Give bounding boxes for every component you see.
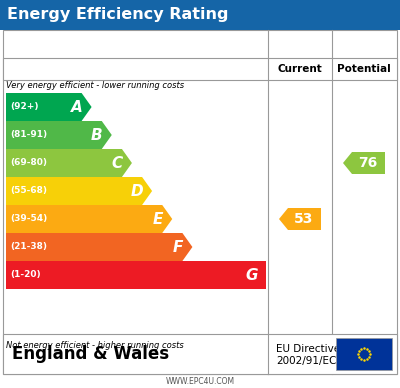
Polygon shape [6,261,266,289]
Text: Energy Efficiency Rating: Energy Efficiency Rating [7,7,228,23]
Text: 2002/91/EC: 2002/91/EC [276,356,336,366]
Polygon shape [6,233,192,261]
Text: Current: Current [278,64,322,74]
Polygon shape [6,121,112,149]
Text: (21-38): (21-38) [10,242,47,251]
Bar [3,334,397,374]
Bar [0,0,400,30]
Text: D: D [130,184,143,199]
Bar [3,30,397,374]
Bar [3,58,397,80]
Text: EU Directive: EU Directive [276,344,340,354]
Text: (55-68): (55-68) [10,187,47,196]
Text: B: B [91,128,103,142]
Text: A: A [71,99,82,114]
Text: WWW.EPC4U.COM: WWW.EPC4U.COM [166,376,234,386]
Polygon shape [6,177,152,205]
Text: (69-80): (69-80) [10,159,47,168]
Polygon shape [6,149,132,177]
Text: (1-20): (1-20) [10,270,41,279]
Text: E: E [153,211,163,227]
Text: C: C [112,156,123,170]
Polygon shape [343,152,385,174]
Text: (39-54): (39-54) [10,215,47,223]
Text: F: F [173,239,183,255]
Text: (92+): (92+) [10,102,38,111]
Polygon shape [6,205,172,233]
Polygon shape [279,208,321,230]
Text: Not energy efficient - higher running costs: Not energy efficient - higher running co… [6,341,184,350]
Polygon shape [6,93,92,121]
Text: 76: 76 [358,156,378,170]
Text: England & Wales: England & Wales [12,345,169,363]
Bar [336,338,392,370]
Text: G: G [246,267,258,282]
Text: 53: 53 [294,212,314,226]
Text: Potential: Potential [337,64,391,74]
Text: Very energy efficient - lower running costs: Very energy efficient - lower running co… [6,81,184,90]
Text: (81-91): (81-91) [10,130,47,140]
